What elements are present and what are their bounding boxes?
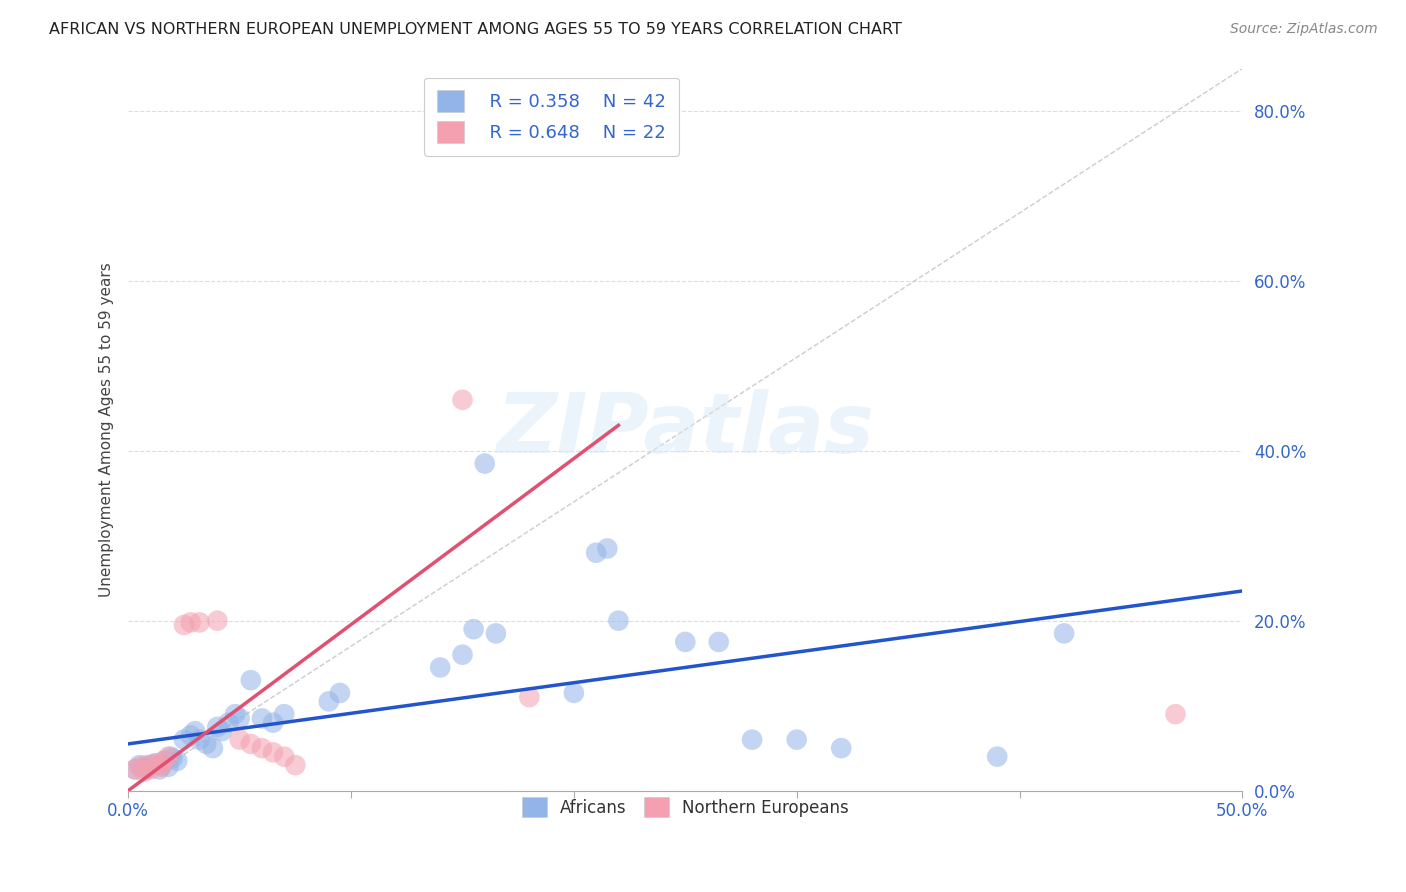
Point <box>318 694 340 708</box>
Point <box>429 660 451 674</box>
Point <box>284 758 307 772</box>
Point <box>585 546 607 560</box>
Point <box>150 758 173 772</box>
Point <box>180 615 202 630</box>
Point <box>162 751 184 765</box>
Point <box>188 615 211 630</box>
Point <box>707 635 730 649</box>
Point <box>1053 626 1076 640</box>
Point <box>211 724 233 739</box>
Point <box>224 707 246 722</box>
Point <box>239 737 262 751</box>
Point <box>485 626 508 640</box>
Point <box>128 758 150 772</box>
Point <box>143 756 166 771</box>
Point <box>741 732 763 747</box>
Point <box>124 763 146 777</box>
Point <box>135 758 157 772</box>
Point <box>157 749 180 764</box>
Point <box>188 732 211 747</box>
Point <box>173 618 195 632</box>
Point <box>830 741 852 756</box>
Point <box>180 728 202 742</box>
Point <box>986 749 1008 764</box>
Point <box>135 763 157 777</box>
Point <box>207 614 229 628</box>
Point <box>153 754 176 768</box>
Point <box>273 707 295 722</box>
Point <box>239 673 262 688</box>
Point <box>218 715 240 730</box>
Point <box>607 614 630 628</box>
Point <box>184 724 207 739</box>
Point <box>157 760 180 774</box>
Point <box>451 648 474 662</box>
Point <box>517 690 540 705</box>
Point <box>195 737 218 751</box>
Y-axis label: Unemployment Among Ages 55 to 59 years: Unemployment Among Ages 55 to 59 years <box>100 262 114 597</box>
Text: AFRICAN VS NORTHERN EUROPEAN UNEMPLOYMENT AMONG AGES 55 TO 59 YEARS CORRELATION : AFRICAN VS NORTHERN EUROPEAN UNEMPLOYMEN… <box>49 22 903 37</box>
Point <box>132 764 155 779</box>
Point <box>128 760 150 774</box>
Point <box>159 749 181 764</box>
Point <box>596 541 619 556</box>
Point <box>262 745 284 759</box>
Text: Source: ZipAtlas.com: Source: ZipAtlas.com <box>1230 22 1378 37</box>
Point <box>124 763 146 777</box>
Point <box>150 760 173 774</box>
Point <box>139 763 162 777</box>
Point <box>148 758 170 772</box>
Point <box>329 686 352 700</box>
Point <box>451 392 474 407</box>
Point <box>228 732 250 747</box>
Point <box>786 732 808 747</box>
Point <box>262 715 284 730</box>
Point <box>143 756 166 771</box>
Point <box>673 635 696 649</box>
Point <box>463 622 485 636</box>
Point <box>273 749 295 764</box>
Point <box>173 732 195 747</box>
Point <box>228 711 250 725</box>
Point <box>148 763 170 777</box>
Legend: Africans, Northern Europeans: Africans, Northern Europeans <box>513 789 858 826</box>
Text: ZIPatlas: ZIPatlas <box>496 389 875 470</box>
Point <box>562 686 585 700</box>
Point <box>250 741 273 756</box>
Point <box>201 741 224 756</box>
Point <box>153 754 176 768</box>
Point <box>207 720 229 734</box>
Point <box>250 711 273 725</box>
Point <box>132 760 155 774</box>
Point <box>139 758 162 772</box>
Point <box>474 457 496 471</box>
Point <box>1164 707 1187 722</box>
Point <box>166 754 188 768</box>
